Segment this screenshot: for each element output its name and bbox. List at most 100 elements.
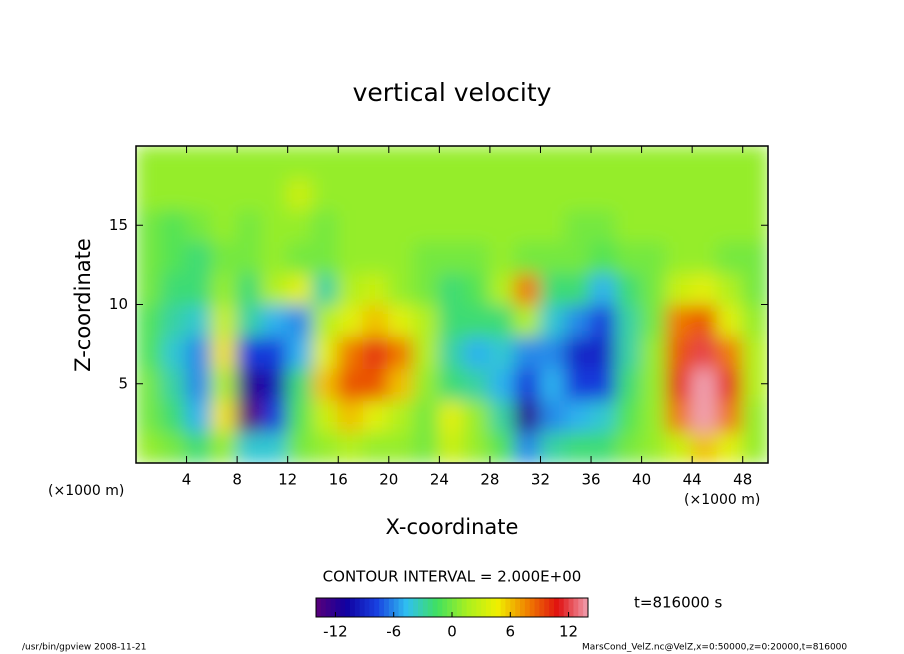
field-cell	[564, 146, 593, 179]
field-cell	[615, 271, 643, 306]
x-axis-label: X-coordinate	[386, 515, 519, 539]
colorbar-segment	[471, 598, 477, 617]
field-cell	[438, 430, 466, 463]
colorbar-segment	[578, 598, 584, 617]
field-cell	[136, 430, 163, 463]
field-cell	[716, 398, 744, 433]
field-cell	[337, 271, 365, 306]
footer-right: MarsCond_VelZ.nc@VelZ,x=0:50000,z=0:2000…	[582, 643, 847, 653]
field-cell	[691, 335, 719, 369]
colorbar-tick-label: 12	[559, 623, 578, 641]
colorbar-segment	[490, 598, 497, 617]
field-cell	[210, 335, 239, 369]
field-cell	[236, 303, 264, 338]
field-cell	[185, 303, 213, 338]
colorbar-segment	[505, 598, 511, 617]
field-cell	[311, 303, 340, 338]
colorbar-segment	[437, 598, 443, 617]
field-cell	[615, 335, 643, 369]
field-cell	[413, 240, 441, 274]
cells	[136, 146, 768, 463]
x-tick-label: 20	[379, 471, 398, 489]
field-cell	[564, 398, 593, 433]
colorbar-segment	[447, 598, 453, 617]
field-cell	[665, 398, 694, 433]
field-cell	[362, 398, 390, 433]
field-cell	[261, 398, 289, 433]
field-cell	[286, 335, 314, 369]
field-cell	[185, 366, 213, 401]
field-cell	[136, 271, 163, 306]
colorbar-segment	[345, 598, 351, 617]
x-tick-label: 24	[430, 471, 449, 489]
field-cell	[640, 303, 668, 338]
field-cell	[463, 366, 491, 401]
field-cell	[488, 430, 517, 463]
field-cell	[160, 176, 188, 211]
field-cell	[210, 240, 239, 274]
colorbar-segment	[558, 598, 565, 617]
field-cell	[539, 271, 567, 306]
field-cell	[514, 430, 542, 463]
x-tick-label: 48	[733, 471, 752, 489]
field-cell	[741, 303, 768, 338]
colorbar-segment	[422, 598, 429, 617]
field-cell	[362, 176, 390, 211]
field-cell	[514, 398, 542, 433]
field-cell	[741, 398, 768, 433]
field-cell	[691, 303, 719, 338]
colorbar-segment	[369, 598, 375, 617]
field-cell	[539, 398, 567, 433]
colorbar-tick-label: -6	[386, 623, 401, 641]
field-cell	[691, 146, 719, 179]
field-cell	[413, 366, 441, 401]
field-cell	[539, 430, 567, 463]
colorbar-segment	[403, 598, 409, 617]
field	[136, 146, 768, 463]
field-cell	[590, 430, 618, 463]
colorbar-segment	[539, 598, 545, 617]
colorbar-segment	[413, 598, 419, 617]
field-cell	[136, 240, 163, 274]
field-cell	[413, 146, 441, 179]
colorbar-tick-label: -12	[323, 623, 348, 641]
field-cell	[741, 176, 768, 211]
x-tick-label: 16	[329, 471, 348, 489]
field-cell	[337, 430, 365, 463]
colorbar-segment	[418, 598, 424, 617]
colorbar-segment	[325, 598, 332, 617]
colorbar-segment	[529, 598, 536, 617]
colorbar-segment	[335, 598, 341, 617]
field-cell	[286, 303, 314, 338]
field-cell	[210, 366, 239, 401]
colorbar-segment	[364, 598, 370, 617]
field-cell	[716, 303, 744, 338]
field-cell	[691, 176, 719, 211]
field-cell	[665, 303, 694, 338]
field-cell	[564, 303, 593, 338]
colorbar-segment	[432, 598, 438, 617]
field-cell	[136, 335, 163, 369]
colorbar-tick-label: 0	[447, 623, 457, 641]
field-cell	[590, 398, 618, 433]
field-cell	[236, 240, 264, 274]
colorbar-segment	[456, 598, 463, 617]
field-cell	[640, 366, 668, 401]
field-cell	[488, 240, 517, 274]
field-cell	[640, 146, 668, 179]
x-tick-label: 28	[480, 471, 499, 489]
field-cell	[665, 146, 694, 179]
colorbar-segment	[359, 598, 366, 617]
field-cell	[514, 366, 542, 401]
field-cell	[236, 366, 264, 401]
colorbar-segment	[393, 598, 400, 617]
colorbar-segment	[544, 598, 550, 617]
colorbar-segment	[427, 598, 434, 617]
field-cell	[362, 146, 390, 179]
x-unit-label: (×1000 m)	[684, 492, 760, 508]
field-cell	[463, 146, 491, 179]
field-cell	[286, 208, 314, 243]
field-cell	[311, 208, 340, 243]
colorbar-segment	[330, 598, 336, 617]
x-tick-label: 12	[278, 471, 297, 489]
